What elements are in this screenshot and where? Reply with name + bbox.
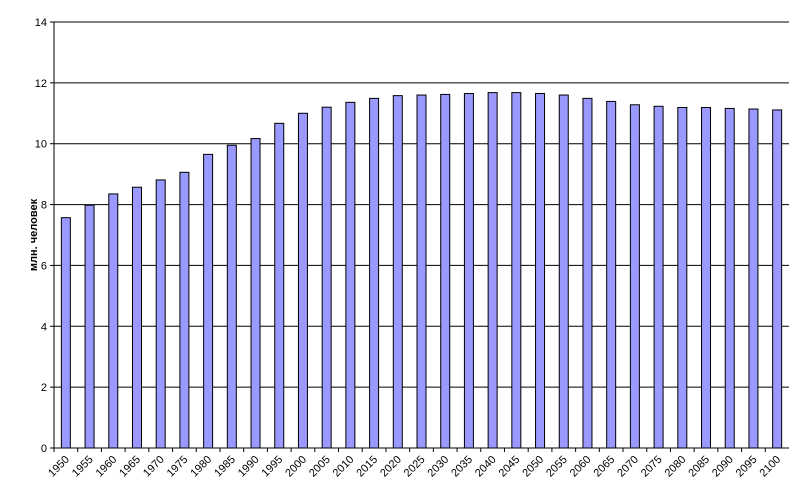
x-tick-label: 1965 (117, 454, 143, 480)
bar-2000 (297, 112, 308, 449)
y-tick-label: 4 (41, 321, 47, 333)
x-tick-label: 1990 (236, 454, 262, 480)
bar-2060 (582, 97, 593, 449)
x-tick-label: 1955 (70, 454, 96, 480)
axes (50, 21, 789, 452)
x-tick-label: 1970 (141, 454, 167, 480)
x-tick-label: 2095 (734, 454, 760, 480)
x-tick-label: 2080 (663, 454, 689, 480)
bar-1970 (155, 179, 166, 449)
x-tick-label: 2010 (331, 454, 357, 480)
x-tick-label: 2070 (615, 454, 641, 480)
y-axis-label: млн. человек (28, 198, 40, 271)
bar-2100 (772, 109, 783, 449)
bar-2065 (606, 100, 617, 449)
bar-2030 (440, 93, 451, 449)
x-tick-label: 2040 (473, 454, 499, 480)
x-tick-label: 2045 (497, 454, 523, 480)
bar-2095 (748, 108, 759, 449)
y-tick-label: 12 (35, 78, 47, 90)
x-tick-label: 2005 (307, 454, 333, 480)
x-tick-label: 2050 (520, 454, 546, 480)
x-tick-label: 2060 (568, 454, 594, 480)
bar-2075 (653, 105, 664, 449)
bar-1965 (131, 186, 142, 449)
x-tick-label: 2085 (686, 454, 712, 480)
x-tick-label: 2055 (544, 454, 570, 480)
bar-2015 (369, 97, 380, 449)
x-tick-label: 1995 (260, 454, 286, 480)
bar-2055 (558, 94, 569, 449)
x-tick-label: 2090 (710, 454, 736, 480)
x-tick-label: 2030 (426, 454, 452, 480)
y-tick-label: 0 (41, 443, 47, 455)
x-tick-labels: 1950195519601965197019751980198519901995… (46, 454, 783, 480)
bar-2040 (487, 92, 498, 449)
bar-1995 (274, 122, 285, 449)
x-tick-label: 2025 (402, 454, 428, 480)
bar-2005 (321, 106, 332, 449)
y-tick-label: 8 (41, 200, 47, 212)
bar-1980 (203, 153, 214, 449)
y-tick-label: 14 (35, 17, 47, 29)
x-tick-label: 1960 (94, 454, 120, 480)
y-tick-labels: 0 2 4 6 8 10 12 14 (35, 17, 47, 455)
bar-1955 (84, 204, 95, 449)
bar-2020 (392, 95, 403, 449)
x-tick-label: 1985 (212, 454, 238, 480)
x-tick-label: 2020 (378, 454, 404, 480)
x-tick-label: 2000 (283, 454, 309, 480)
bars (60, 92, 783, 449)
x-tick-label: 2035 (449, 454, 475, 480)
bar-1985 (226, 144, 237, 449)
x-tick-label: 2100 (757, 454, 783, 480)
bar-2025 (416, 94, 427, 449)
y-tick-label: 6 (41, 260, 47, 272)
bar-2045 (511, 92, 522, 449)
x-tick-label: 2075 (639, 454, 665, 480)
x-tick-label: 1975 (165, 454, 191, 480)
bar-2090 (724, 107, 735, 449)
x-tick-label: 2015 (354, 454, 380, 480)
y-tick-label: 10 (35, 139, 47, 151)
x-tick-label: 1950 (46, 454, 72, 480)
bar-2070 (629, 104, 640, 449)
bar-1975 (179, 171, 190, 449)
bar-2085 (701, 107, 712, 449)
bar-2080 (677, 107, 688, 449)
bar-2010 (345, 101, 356, 449)
bar-1950 (60, 217, 71, 449)
bar-1990 (250, 138, 261, 449)
y-tick-label: 2 (41, 382, 47, 394)
bar-1960 (108, 193, 119, 449)
x-tick-label: 1980 (188, 454, 214, 480)
bar-2050 (535, 93, 546, 449)
x-tick-label: 2065 (592, 454, 618, 480)
bar-2035 (463, 93, 474, 449)
